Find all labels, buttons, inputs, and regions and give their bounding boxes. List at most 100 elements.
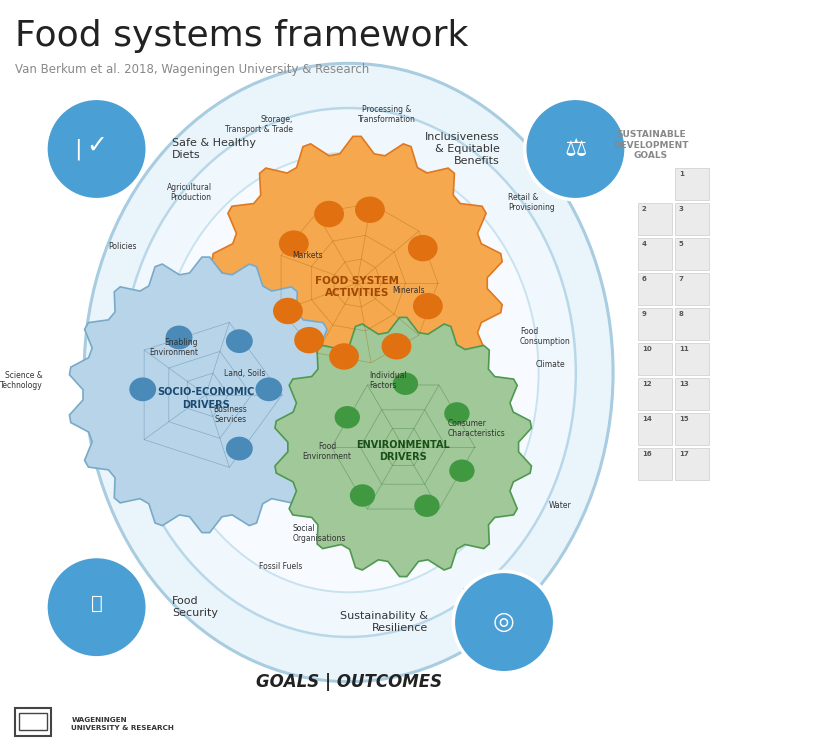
Text: Storage,
Transport & Trade: Storage, Transport & Trade bbox=[225, 115, 293, 134]
Ellipse shape bbox=[454, 571, 554, 673]
Circle shape bbox=[226, 437, 253, 460]
Text: GOALS | OUTCOMES: GOALS | OUTCOMES bbox=[255, 673, 442, 691]
Ellipse shape bbox=[159, 153, 538, 592]
Text: 7: 7 bbox=[679, 276, 684, 282]
Text: WAGENINGEN
UNIVERSITY & RESEARCH: WAGENINGEN UNIVERSITY & RESEARCH bbox=[71, 717, 174, 731]
Text: Climate: Climate bbox=[536, 360, 565, 369]
Circle shape bbox=[314, 201, 344, 227]
Circle shape bbox=[129, 378, 156, 402]
Text: 5: 5 bbox=[679, 241, 684, 247]
Text: 15: 15 bbox=[679, 416, 688, 422]
Text: 14: 14 bbox=[642, 416, 652, 422]
Circle shape bbox=[165, 326, 192, 349]
Text: 〜: 〜 bbox=[91, 594, 102, 613]
Circle shape bbox=[393, 372, 418, 395]
Text: 6: 6 bbox=[642, 276, 647, 282]
Text: SOCIO-ECONOMIC
DRIVERS: SOCIO-ECONOMIC DRIVERS bbox=[157, 387, 255, 410]
Circle shape bbox=[413, 293, 443, 320]
Text: ENVIRONMENTAL
DRIVERS: ENVIRONMENTAL DRIVERS bbox=[356, 440, 450, 462]
Text: Business
Services: Business Services bbox=[213, 405, 247, 424]
Text: Minerals: Minerals bbox=[392, 286, 425, 295]
Polygon shape bbox=[70, 257, 342, 533]
Text: 2: 2 bbox=[642, 206, 647, 212]
FancyBboxPatch shape bbox=[675, 273, 709, 305]
Text: 3: 3 bbox=[679, 206, 684, 212]
Text: Land, Soils: Land, Soils bbox=[223, 369, 265, 378]
Text: 17: 17 bbox=[679, 451, 689, 457]
Text: Food
Security: Food Security bbox=[172, 596, 218, 618]
Text: 9: 9 bbox=[642, 311, 647, 317]
Text: Retail &
Provisioning: Retail & Provisioning bbox=[508, 193, 555, 212]
Text: Policies: Policies bbox=[108, 242, 137, 251]
Circle shape bbox=[349, 484, 375, 507]
Text: Sustainability &
Resilience: Sustainability & Resilience bbox=[340, 611, 428, 633]
Text: 13: 13 bbox=[679, 381, 689, 387]
Text: Food
Consumption: Food Consumption bbox=[520, 326, 570, 346]
Circle shape bbox=[273, 298, 303, 324]
FancyBboxPatch shape bbox=[675, 168, 709, 200]
FancyBboxPatch shape bbox=[638, 308, 672, 340]
FancyBboxPatch shape bbox=[675, 203, 709, 235]
Ellipse shape bbox=[46, 557, 147, 658]
Text: Biodiversity: Biodiversity bbox=[462, 588, 507, 597]
FancyBboxPatch shape bbox=[638, 238, 672, 270]
FancyBboxPatch shape bbox=[675, 238, 709, 270]
Text: Fossil Fuels: Fossil Fuels bbox=[260, 562, 302, 571]
Circle shape bbox=[294, 327, 324, 353]
Text: |: | bbox=[74, 139, 81, 159]
Text: SUSTAINABLE
DEVELOPMENT
GOALS: SUSTAINABLE DEVELOPMENT GOALS bbox=[613, 130, 689, 160]
Ellipse shape bbox=[84, 63, 613, 682]
Text: 8: 8 bbox=[679, 311, 684, 317]
FancyBboxPatch shape bbox=[638, 343, 672, 375]
Text: 16: 16 bbox=[642, 451, 651, 457]
Text: Consumer
Characteristics: Consumer Characteristics bbox=[448, 419, 506, 438]
Ellipse shape bbox=[525, 98, 626, 200]
Circle shape bbox=[279, 230, 309, 257]
FancyBboxPatch shape bbox=[638, 413, 672, 445]
FancyBboxPatch shape bbox=[638, 378, 672, 410]
Circle shape bbox=[226, 329, 253, 353]
FancyBboxPatch shape bbox=[675, 413, 709, 445]
Text: Markets: Markets bbox=[292, 251, 323, 260]
FancyBboxPatch shape bbox=[675, 448, 709, 480]
Text: ◎: ◎ bbox=[493, 610, 515, 634]
Text: Water: Water bbox=[549, 501, 571, 510]
Text: FOOD SYSTEM
ACTIVITIES: FOOD SYSTEM ACTIVITIES bbox=[315, 276, 399, 298]
FancyBboxPatch shape bbox=[675, 308, 709, 340]
Ellipse shape bbox=[121, 108, 576, 637]
Circle shape bbox=[408, 235, 438, 261]
Text: Food
Environment: Food Environment bbox=[302, 443, 352, 461]
Text: Safe & Healthy
Diets: Safe & Healthy Diets bbox=[172, 138, 256, 160]
Circle shape bbox=[255, 378, 282, 402]
Circle shape bbox=[334, 406, 360, 428]
Circle shape bbox=[381, 333, 412, 360]
Text: 11: 11 bbox=[679, 346, 689, 352]
Text: Enabling
Environment: Enabling Environment bbox=[150, 337, 198, 357]
FancyBboxPatch shape bbox=[638, 203, 672, 235]
Text: Agricultural
Production: Agricultural Production bbox=[166, 183, 212, 202]
FancyBboxPatch shape bbox=[638, 273, 672, 305]
Ellipse shape bbox=[46, 98, 147, 200]
Text: Van Berkum et al. 2018, Wageningen University & Research: Van Berkum et al. 2018, Wageningen Unive… bbox=[15, 63, 370, 76]
Text: Social
Organisations: Social Organisations bbox=[292, 524, 346, 543]
Text: 4: 4 bbox=[642, 241, 647, 247]
FancyBboxPatch shape bbox=[638, 448, 672, 480]
FancyBboxPatch shape bbox=[675, 378, 709, 410]
Text: Science &
Technology: Science & Technology bbox=[0, 371, 43, 390]
Text: 12: 12 bbox=[642, 381, 651, 387]
Text: Food systems framework: Food systems framework bbox=[15, 19, 469, 53]
FancyBboxPatch shape bbox=[675, 343, 709, 375]
Circle shape bbox=[355, 197, 385, 223]
Text: 10: 10 bbox=[642, 346, 652, 352]
Circle shape bbox=[414, 495, 439, 517]
Text: Inclusiveness
& Equitable
Benefits: Inclusiveness & Equitable Benefits bbox=[425, 132, 500, 166]
Polygon shape bbox=[275, 317, 532, 577]
Polygon shape bbox=[212, 136, 502, 430]
Text: 1: 1 bbox=[679, 171, 684, 177]
Text: ⚖: ⚖ bbox=[564, 137, 586, 161]
Text: Individual
Factors: Individual Factors bbox=[369, 371, 407, 390]
Text: ✓: ✓ bbox=[87, 133, 108, 157]
Text: Processing &
Transformation: Processing & Transformation bbox=[358, 105, 416, 124]
Circle shape bbox=[329, 343, 359, 370]
Circle shape bbox=[444, 402, 470, 425]
